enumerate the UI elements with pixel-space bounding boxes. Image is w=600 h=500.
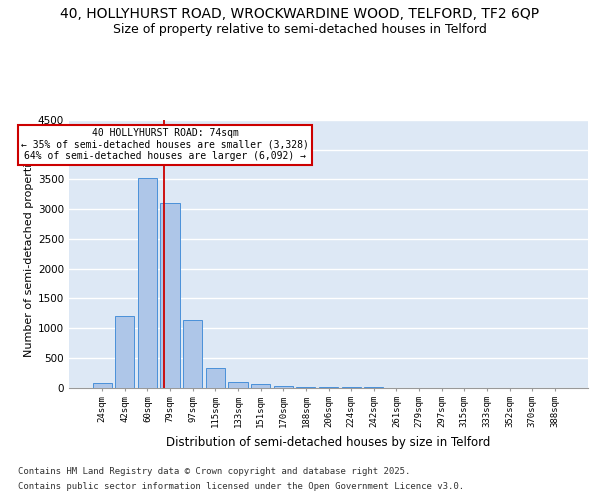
Bar	[183, 320, 202, 388]
Bar	[274, 386, 293, 388]
X-axis label: Distribution of semi-detached houses by size in Telford: Distribution of semi-detached houses by …	[166, 436, 491, 448]
Text: Size of property relative to semi-detached houses in Telford: Size of property relative to semi-detach…	[113, 22, 487, 36]
Text: 40, HOLLYHURST ROAD, WROCKWARDINE WOOD, TELFORD, TF2 6QP: 40, HOLLYHURST ROAD, WROCKWARDINE WOOD, …	[61, 8, 539, 22]
Text: Contains HM Land Registry data © Crown copyright and database right 2025.: Contains HM Land Registry data © Crown c…	[18, 467, 410, 476]
Bar	[115, 316, 134, 388]
Text: 40 HOLLYHURST ROAD: 74sqm
← 35% of semi-detached houses are smaller (3,328)
64% : 40 HOLLYHURST ROAD: 74sqm ← 35% of semi-…	[21, 128, 309, 161]
Bar	[138, 178, 157, 388]
Bar	[92, 382, 112, 388]
Bar	[229, 382, 248, 388]
Text: Contains public sector information licensed under the Open Government Licence v3: Contains public sector information licen…	[18, 482, 464, 491]
Bar	[251, 384, 270, 388]
Bar	[296, 386, 316, 388]
Bar	[160, 203, 180, 388]
Bar	[206, 368, 225, 388]
Y-axis label: Number of semi-detached properties: Number of semi-detached properties	[24, 151, 34, 357]
